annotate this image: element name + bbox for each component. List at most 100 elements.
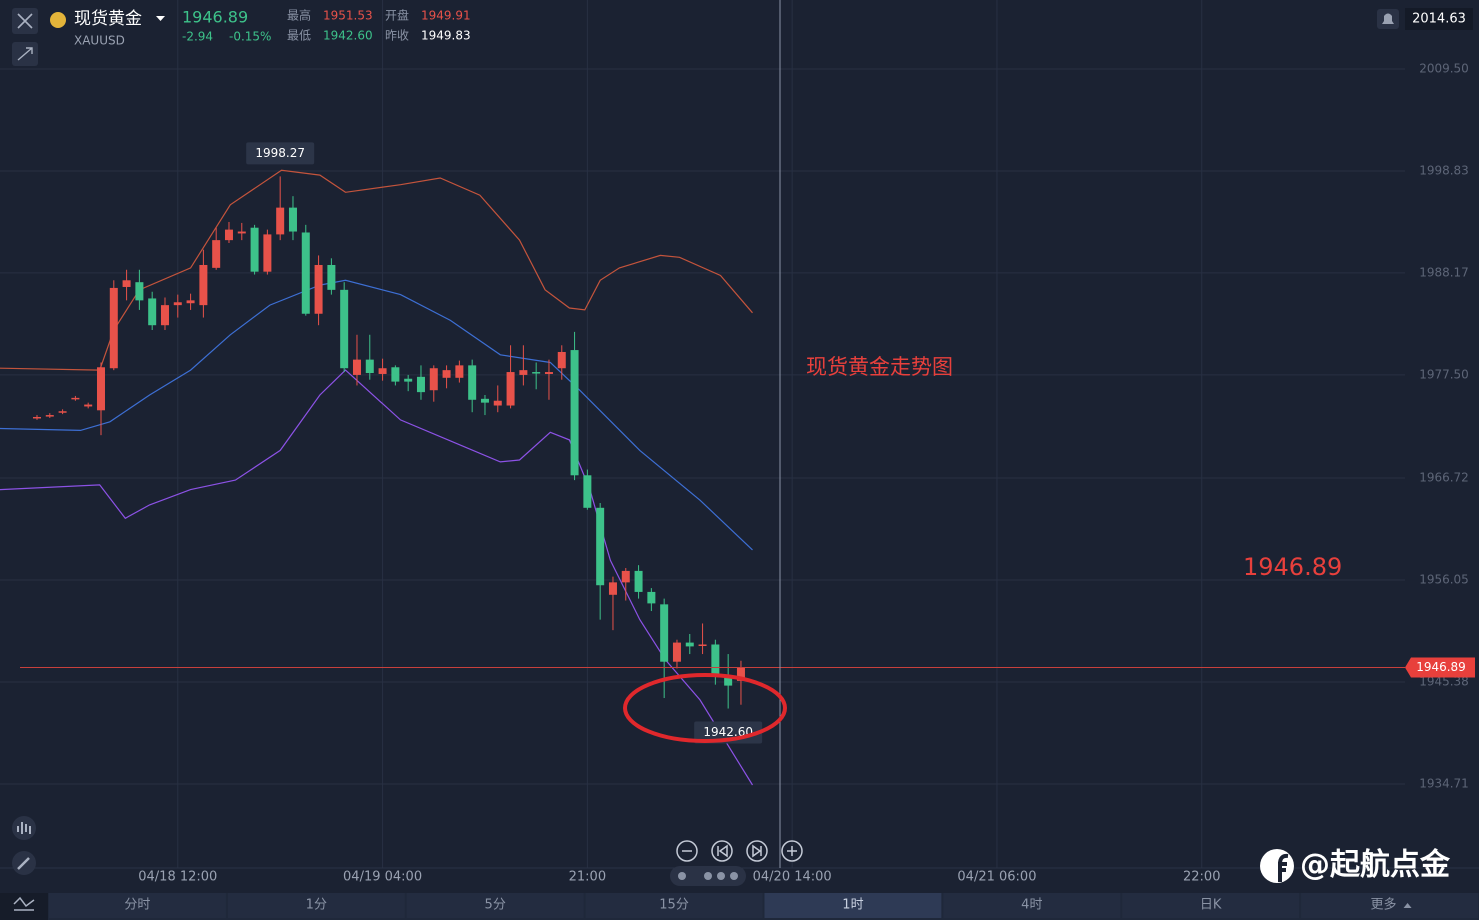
tab[interactable] xyxy=(1122,893,1300,918)
candle-body xyxy=(84,404,93,407)
candle-body xyxy=(263,234,272,272)
candle-body xyxy=(352,359,361,375)
candle-body xyxy=(455,365,464,378)
candle-body xyxy=(327,264,336,290)
tab[interactable] xyxy=(764,893,942,918)
go-end[interactable] xyxy=(746,840,768,862)
change-pct: -0.15% xyxy=(229,30,271,44)
icon xyxy=(17,857,30,870)
stat-value: 1949.91 xyxy=(421,9,471,23)
candle-body xyxy=(173,302,182,306)
candle-body xyxy=(634,570,643,592)
price: 1946.89 xyxy=(182,8,248,27)
highlight-circle xyxy=(623,673,787,743)
x-tick-label: 04/18 12:00 xyxy=(138,870,217,885)
tab-label[interactable]: 日K xyxy=(1200,898,1222,913)
watermark-logo xyxy=(1260,849,1294,883)
stat-label: 开盘 xyxy=(385,8,409,23)
candle-body xyxy=(109,287,118,369)
candle-body xyxy=(429,368,438,391)
candle-body xyxy=(314,264,323,314)
candle-body xyxy=(122,280,131,287)
candle-body xyxy=(45,415,54,417)
bell-icon xyxy=(1382,13,1394,24)
pager-dot xyxy=(717,872,725,880)
tab-label[interactable]: 15分 xyxy=(659,898,689,913)
indicator-tool[interactable] xyxy=(12,816,36,840)
candle-body xyxy=(557,351,566,369)
band-line xyxy=(0,169,753,371)
icon[interactable] xyxy=(13,896,35,911)
y-tick-label: 2009.50 xyxy=(1419,62,1469,76)
dropdown-arrow[interactable] xyxy=(156,16,165,21)
tab[interactable] xyxy=(943,893,1121,918)
x-tick-label: 04/20 14:00 xyxy=(753,870,832,885)
tab-label[interactable]: 1时 xyxy=(842,898,863,913)
candle-body xyxy=(736,667,745,681)
icon xyxy=(787,846,797,856)
tab-label[interactable]: 更多 xyxy=(1371,897,1397,913)
expand-icon xyxy=(17,47,33,61)
watermark-logo-mark xyxy=(1278,853,1289,882)
candle-body xyxy=(506,372,515,406)
candle-body xyxy=(71,397,80,400)
tab[interactable] xyxy=(406,893,584,918)
zoom-in[interactable] xyxy=(781,840,803,862)
tab[interactable] xyxy=(227,893,405,918)
candle-body xyxy=(711,644,720,678)
chart-title: 现货黄金走势图 xyxy=(806,355,953,379)
close-icon xyxy=(17,13,33,29)
high-label-box xyxy=(246,142,315,165)
tab-label[interactable]: 1分 xyxy=(306,898,327,913)
candle-body xyxy=(685,642,694,647)
x-tick-label: 22:00 xyxy=(1183,870,1220,885)
symbol-code: XAUUSD xyxy=(74,34,125,48)
candle-body xyxy=(532,372,541,374)
low-label: 1942.60 xyxy=(703,725,753,739)
candle-body xyxy=(276,207,285,235)
band-line xyxy=(0,369,754,786)
y-tick-label: 1934.71 xyxy=(1419,776,1469,790)
icon xyxy=(717,844,728,858)
tab-arrow xyxy=(1403,903,1412,908)
go-start[interactable] xyxy=(711,840,733,862)
candle-body xyxy=(378,368,387,374)
candle-body xyxy=(135,282,144,301)
tab[interactable] xyxy=(1301,893,1478,918)
tab[interactable] xyxy=(585,893,763,918)
stat-value: 1949.83 xyxy=(421,29,471,43)
candle-body xyxy=(621,570,630,583)
candle-body xyxy=(698,644,707,646)
candle-body xyxy=(224,229,233,241)
pager-dot xyxy=(704,872,712,880)
zoom-out[interactable] xyxy=(676,840,698,862)
candle-body xyxy=(340,289,349,369)
x-tick-label: 21:00 xyxy=(569,870,606,885)
candle-body xyxy=(647,591,656,604)
candle-body xyxy=(301,232,310,314)
y-tick-label: 1966.72 xyxy=(1419,470,1469,484)
candle-body xyxy=(480,398,489,403)
timeframe-tabs: 分时 1分 5分 15分 1时 4时 日K 更多 xyxy=(48,893,1479,920)
last-price-tag xyxy=(1405,657,1475,678)
y-tick-label: 1977.50 xyxy=(1419,367,1469,381)
stat-value: 1942.60 xyxy=(323,29,373,43)
high-label: 1998.27 xyxy=(255,146,305,160)
pager-dot xyxy=(678,872,686,880)
stat-label: 最高 xyxy=(287,8,311,23)
x-tick-label: 04/21 06:00 xyxy=(957,870,1036,885)
tab-label[interactable]: 5分 xyxy=(485,898,506,913)
icon xyxy=(17,822,31,834)
big-price: 1946.89 xyxy=(1243,553,1342,581)
candle-body xyxy=(468,365,477,400)
tab-label[interactable]: 分时 xyxy=(124,898,150,913)
candle-body xyxy=(186,300,195,304)
y-tick-label: 1998.83 xyxy=(1419,164,1469,178)
change: -2.94 xyxy=(182,30,213,44)
candle-body xyxy=(416,376,425,393)
candle-body xyxy=(608,582,617,595)
tab[interactable] xyxy=(49,893,226,918)
tab-label[interactable]: 4时 xyxy=(1021,898,1042,913)
